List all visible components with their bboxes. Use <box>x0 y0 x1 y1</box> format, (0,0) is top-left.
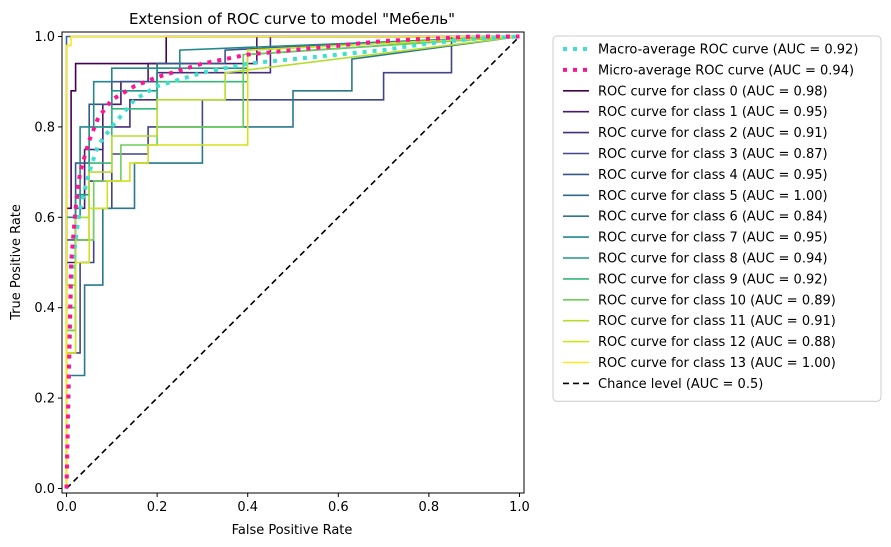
legend-label: ROC curve for class 2 (AUC = 0.91) <box>598 126 828 141</box>
legend-entry: ROC curve for class 6 (AUC = 0.84) <box>563 210 828 225</box>
legend-entry: Macro-average ROC curve (AUC = 0.92) <box>563 43 858 58</box>
y-tick-label: 0.8 <box>34 120 55 135</box>
legend-label: Macro-average ROC curve (AUC = 0.92) <box>598 43 858 58</box>
x-tick-label: 0.2 <box>147 500 168 515</box>
legend-entry: ROC curve for class 11 (AUC = 0.91) <box>563 314 836 329</box>
x-tick-label: 0.0 <box>56 500 77 515</box>
legend-label: ROC curve for class 0 (AUC = 0.98) <box>598 84 828 99</box>
legend-label: ROC curve for class 13 (AUC = 1.00) <box>598 356 836 371</box>
legend-entry: Micro-average ROC curve (AUC = 0.94) <box>563 63 854 78</box>
legend-label: ROC curve for class 5 (AUC = 1.00) <box>598 189 828 204</box>
legend-label: ROC curve for class 4 (AUC = 0.95) <box>598 168 828 183</box>
x-axis-label: False Positive Rate <box>232 523 353 538</box>
legend-entry: ROC curve for class 0 (AUC = 0.98) <box>563 84 828 99</box>
x-tick-label: 0.4 <box>237 500 258 515</box>
series-line-16 <box>65 35 521 490</box>
y-tick-label: 0.0 <box>34 482 55 497</box>
series-line-14 <box>65 35 520 489</box>
series-lines <box>64 34 521 490</box>
axes-frame <box>61 31 525 494</box>
y-axis-label: True Positive Rate <box>9 204 24 321</box>
x-tick-label: 0.6 <box>328 500 349 515</box>
legend-entry: ROC curve for class 2 (AUC = 0.91) <box>563 126 828 141</box>
legend-box <box>552 35 882 402</box>
series-line-15 <box>65 35 520 489</box>
y-tick-label: 0.6 <box>34 211 55 226</box>
legend-label: ROC curve for class 1 (AUC = 0.95) <box>598 105 828 120</box>
legend-entry: ROC curve for class 8 (AUC = 0.94) <box>563 252 828 267</box>
x-tick-label: 1.0 <box>509 500 530 515</box>
legend-label: ROC curve for class 12 (AUC = 0.88) <box>598 335 836 350</box>
legend-label: ROC curve for class 9 (AUC = 0.92) <box>598 272 828 287</box>
legend-label: Chance level (AUC = 0.5) <box>598 377 763 392</box>
legend-entry: ROC curve for class 12 (AUC = 0.88) <box>563 335 836 350</box>
series-line-2 <box>65 35 520 489</box>
y-tick-label: 0.4 <box>34 301 55 316</box>
legend-label: ROC curve for class 3 (AUC = 0.87) <box>598 147 828 162</box>
legend-entry: ROC curve for class 7 (AUC = 0.95) <box>563 231 828 246</box>
legend-entry: Chance level (AUC = 0.5) <box>563 377 763 392</box>
legend-entry: ROC curve for class 3 (AUC = 0.87) <box>563 147 828 162</box>
legend: Macro-average ROC curve (AUC = 0.92) Micr… <box>552 35 882 402</box>
series-line-1 <box>64 34 520 489</box>
legend-label: ROC curve for class 6 (AUC = 0.84) <box>598 210 828 225</box>
series-line-0 <box>64 34 520 489</box>
legend-label: ROC curve for class 10 (AUC = 0.89) <box>598 293 836 308</box>
legend-entry: ROC curve for class 1 (AUC = 0.95) <box>563 105 828 120</box>
legend-entry: ROC curve for class 9 (AUC = 0.92) <box>563 272 828 287</box>
legend-entry: ROC curve for class 10 (AUC = 0.89) <box>563 293 836 308</box>
legend-label: ROC curve for class 11 (AUC = 0.91) <box>598 314 836 329</box>
legend-label: ROC curve for class 7 (AUC = 0.95) <box>598 231 828 246</box>
y-tick-label: 1.0 <box>34 30 55 45</box>
legend-label: Micro-average ROC curve (AUC = 0.94) <box>598 63 854 78</box>
chart-title: Extension of ROC curve to model "Мебель" <box>129 10 455 28</box>
plot-area: 0.0 0.2 0.4 0.6 0.8 1.0 0.0 0.2 0.4 0.6 0.8 1.0 <box>34 30 530 515</box>
legend-label: ROC curve for class 8 (AUC = 0.94) <box>598 252 828 267</box>
x-tick-label: 0.8 <box>419 500 440 515</box>
legend-entry: ROC curve for class 5 (AUC = 1.00) <box>563 189 828 204</box>
legend-entry: ROC curve for class 4 (AUC = 0.95) <box>563 168 828 183</box>
y-tick-label: 0.2 <box>34 392 55 407</box>
legend-entry: ROC curve for class 13 (AUC = 1.00) <box>563 356 836 371</box>
